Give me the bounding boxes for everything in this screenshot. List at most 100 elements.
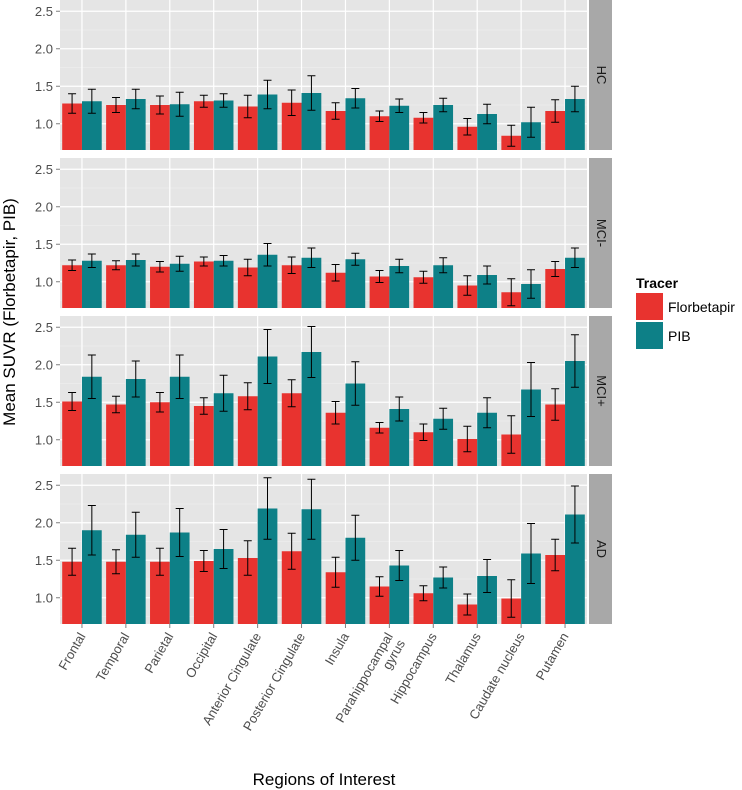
panel-background (60, 158, 587, 308)
bar-florbetapir (325, 572, 346, 624)
error-bar-florbetapir (375, 422, 384, 434)
bar-florbetapir (237, 106, 258, 150)
bar-florbetapir (545, 111, 566, 150)
legend-key-florbetapir (636, 293, 663, 320)
error-bar-pib (351, 252, 360, 266)
y-tick-label: 2.0 (35, 515, 53, 530)
bar-florbetapir (281, 551, 302, 624)
error-bar-florbetapir (463, 425, 472, 453)
y-tick-label: 2.5 (35, 4, 53, 19)
bar-pib (565, 257, 585, 308)
facet-label: HC (594, 66, 609, 85)
error-bar-florbetapir (507, 124, 516, 147)
error-bar-pib (483, 397, 492, 429)
facet-strip (589, 0, 612, 150)
bar-pib (125, 534, 146, 624)
y-axis-title: Mean SUVR (Florbetapir, PIB) (0, 198, 19, 426)
error-bar-florbetapir (551, 261, 560, 277)
error-bar-florbetapir (375, 270, 384, 283)
error-bar-florbetapir (375, 576, 384, 597)
error-bar-pib (395, 98, 404, 113)
bar-florbetapir (369, 427, 390, 466)
error-bar-pib (439, 407, 448, 430)
error-bar-florbetapir (551, 538, 560, 572)
legend-key-pib (636, 322, 663, 349)
error-bar-pib (351, 88, 360, 109)
bar-pib (521, 553, 541, 624)
facet-strip (589, 474, 612, 624)
y-tick-label: 1.0 (35, 116, 53, 131)
bar-florbetapir (281, 265, 302, 308)
facet-strip (589, 158, 612, 308)
panel-ad: 1.0 1.5 2.0 2.5 AD (35, 474, 612, 624)
bar-pib (345, 259, 366, 308)
bar-pib (169, 376, 190, 466)
panel-mci-: 1.0 1.5 2.0 2.5 MCI- (35, 158, 612, 308)
x-tick-label: Putamen (533, 630, 572, 683)
error-bar-florbetapir (243, 94, 252, 119)
error-bar-florbetapir (331, 401, 340, 425)
bar-florbetapir (193, 561, 214, 624)
bar-pib (169, 263, 190, 308)
bar-pib (257, 508, 278, 624)
bar-florbetapir (413, 117, 434, 150)
bar-pib (301, 352, 322, 466)
error-bar-pib (175, 255, 184, 272)
error-bar-pib (175, 91, 184, 117)
bar-florbetapir (150, 402, 170, 466)
error-bar-pib (570, 485, 579, 544)
x-tick-label: Thalamus (442, 630, 484, 687)
error-bar-pib (527, 523, 536, 584)
error-bar-pib (219, 529, 228, 569)
error-bar-pib (219, 255, 228, 267)
bar-pib (125, 99, 146, 150)
error-bar-pib (87, 253, 96, 268)
error-bar-florbetapir (463, 118, 472, 136)
error-bar-pib (439, 257, 448, 274)
error-bar-pib (263, 79, 272, 110)
bar-pib (301, 93, 322, 150)
bar-pib (257, 254, 278, 308)
error-bar-florbetapir (419, 585, 428, 602)
bar-florbetapir (325, 412, 346, 466)
y-tick-label: 1.5 (35, 237, 53, 252)
bar-florbetapir (237, 396, 258, 466)
legend-label-pib: PIB (668, 328, 691, 344)
bar-florbetapir (106, 561, 126, 624)
bar-pib (213, 393, 234, 466)
error-bar-pib (307, 247, 316, 268)
bar-florbetapir (413, 593, 434, 624)
error-bar-florbetapir (111, 97, 120, 113)
error-bar-florbetapir (463, 593, 472, 616)
bar-pib (125, 260, 146, 308)
bar-florbetapir (150, 266, 170, 308)
bar-pib (213, 260, 234, 308)
bar-pib (125, 379, 146, 466)
bar-florbetapir (413, 432, 434, 466)
error-bar-florbetapir (463, 275, 472, 296)
y-tick-label: 1.0 (35, 274, 53, 289)
error-bar-florbetapir (419, 270, 428, 284)
error-bar-pib (307, 326, 316, 378)
bar-pib (389, 105, 410, 150)
bar-pib (81, 530, 102, 624)
bar-florbetapir (457, 285, 478, 308)
bar-pib (389, 266, 410, 308)
error-bar-florbetapir (551, 99, 560, 123)
error-bar-florbetapir (68, 392, 77, 411)
bar-florbetapir (457, 439, 478, 466)
y-tick-label: 1.5 (35, 395, 53, 410)
bar-florbetapir (150, 561, 170, 624)
y-tick-label: 1.5 (35, 79, 53, 94)
error-bar-florbetapir (551, 388, 560, 421)
bar-florbetapir (545, 269, 566, 308)
error-bar-pib (263, 329, 272, 384)
bar-pib (477, 576, 497, 624)
error-bar-pib (395, 550, 404, 581)
bar-pib (389, 409, 410, 466)
bar-pib (301, 257, 322, 308)
x-tick-label: Parietal (141, 630, 176, 676)
bar-pib (257, 356, 278, 466)
bar-florbetapir (369, 276, 390, 308)
x-tick-label: Insula (322, 629, 353, 667)
